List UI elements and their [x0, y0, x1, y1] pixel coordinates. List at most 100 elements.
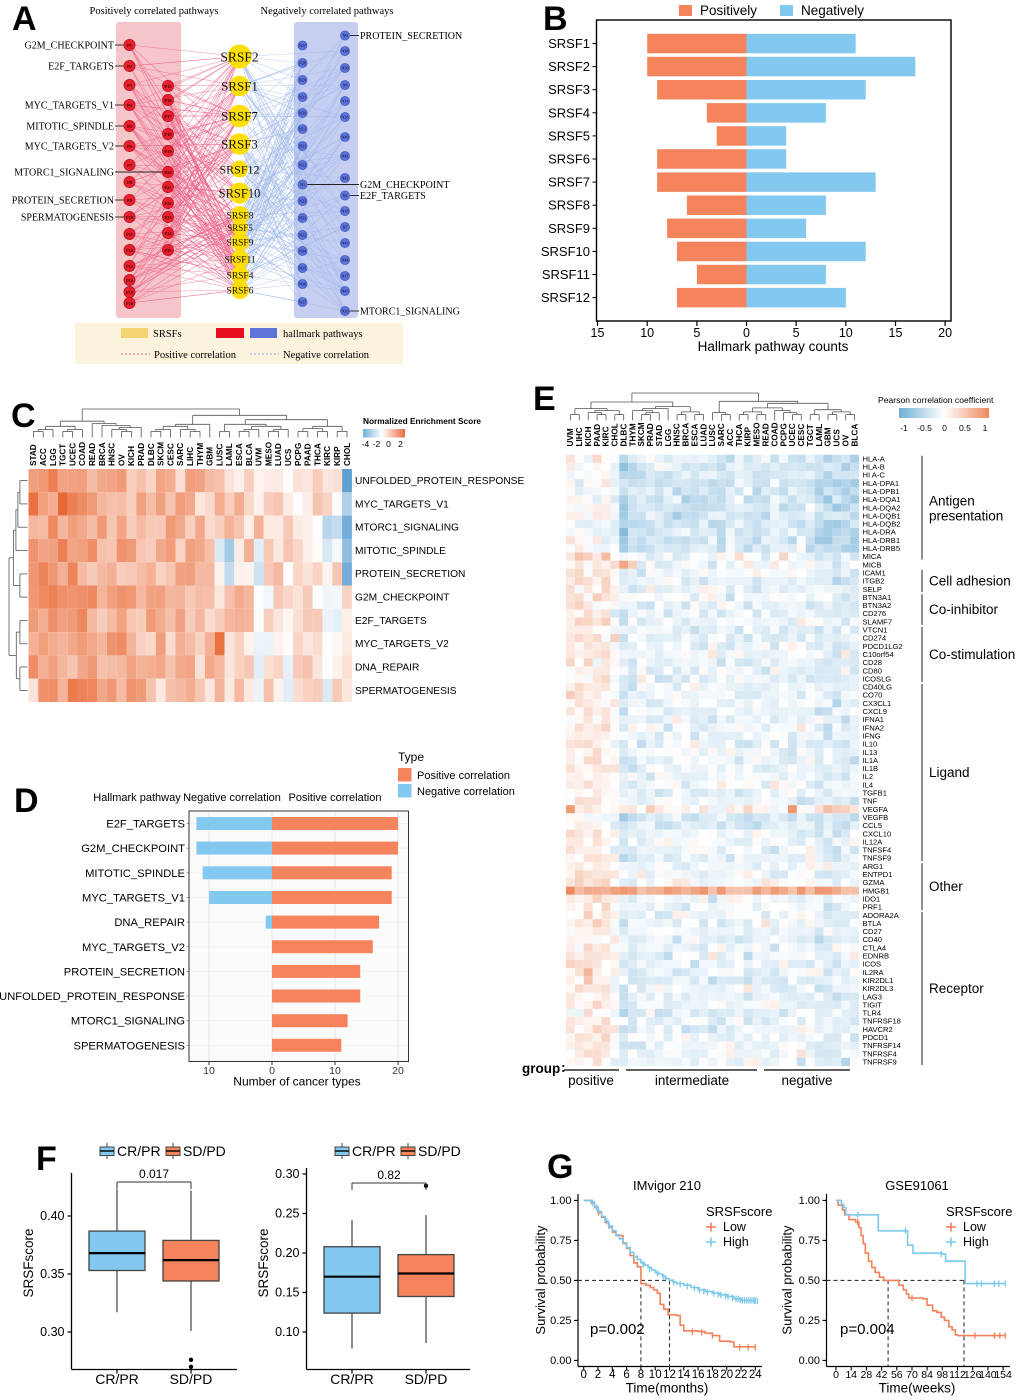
svg-text:Positively correlated pathways: Positively correlated pathways: [90, 6, 219, 17]
svg-text:CR/PR: CR/PR: [117, 1143, 161, 1159]
svg-text:UCS: UCS: [833, 429, 842, 447]
svg-text:MITOTIC_SPINDLE: MITOTIC_SPINDLE: [355, 546, 446, 557]
svg-text:HLA-DQA1: HLA-DQA1: [863, 495, 901, 504]
svg-text:PROTEIN_SECRETION: PROTEIN_SECRETION: [355, 569, 465, 580]
svg-text:BRCA: BRCA: [682, 423, 691, 447]
svg-text:P17: P17: [164, 114, 172, 119]
svg-text:TNFSF4: TNFSF4: [863, 846, 892, 855]
svg-text:10: 10: [640, 326, 654, 340]
svg-text:IMvigor 210: IMvigor 210: [633, 1178, 701, 1193]
svg-text:0.50: 0.50: [550, 1275, 571, 1287]
svg-text:G2M_CHECKPOINT: G2M_CHECKPOINT: [81, 843, 185, 855]
svg-text:0: 0: [833, 1369, 839, 1381]
svg-text:MITOTIC_SPINDLE: MITOTIC_SPINDLE: [26, 122, 114, 133]
svg-text:0.75: 0.75: [799, 1235, 820, 1247]
svg-text:112: 112: [949, 1369, 966, 1381]
svg-text:N45: N45: [341, 289, 348, 294]
svg-text:LGG: LGG: [664, 429, 673, 447]
svg-text:SRSF7: SRSF7: [548, 175, 590, 190]
svg-text:SRSF1: SRSF1: [548, 36, 590, 51]
svg-text:Negative correlation: Negative correlation: [283, 350, 370, 361]
svg-text:E2F_TARGETS: E2F_TARGETS: [106, 819, 185, 831]
svg-text:IL2: IL2: [863, 772, 874, 781]
svg-text:SRSF4: SRSF4: [227, 271, 254, 281]
svg-text:ACC: ACC: [726, 429, 735, 447]
svg-text:HLA-DQA2: HLA-DQA2: [863, 503, 901, 512]
svg-text:18: 18: [706, 1369, 719, 1381]
svg-text:MYC_TARGETS_V1: MYC_TARGETS_V1: [25, 101, 114, 112]
svg-text:Time(months): Time(months): [626, 1381, 709, 1396]
svg-text:D: D: [14, 782, 39, 820]
svg-text:2: 2: [398, 439, 403, 449]
svg-text:ENTPD1: ENTPD1: [863, 870, 893, 879]
svg-text:Pearson correlation coefficien: Pearson correlation coefficient: [878, 395, 994, 405]
svg-text:CXCL10: CXCL10: [863, 829, 892, 838]
svg-text:0.00: 0.00: [550, 1355, 571, 1367]
svg-text:ITGB2: ITGB2: [863, 577, 885, 586]
svg-text:P4: P4: [127, 103, 133, 108]
svg-text:N33: N33: [299, 216, 306, 221]
svg-text:5: 5: [693, 326, 700, 340]
svg-text:14: 14: [677, 1369, 690, 1381]
svg-text:CD80: CD80: [863, 666, 882, 675]
svg-text:Type: Type: [398, 750, 424, 764]
svg-text:LIHC: LIHC: [575, 427, 584, 446]
svg-text:0.25: 0.25: [550, 1315, 571, 1327]
svg-text:N31: N31: [299, 144, 306, 149]
svg-text:Normalized Enrichment Score: Normalized Enrichment Score: [363, 416, 481, 426]
svg-text:P3: P3: [127, 83, 133, 88]
svg-text:SPERMATOGENESIS: SPERMATOGENESIS: [355, 686, 457, 697]
svg-text:CCL5: CCL5: [863, 821, 882, 830]
svg-text:SRSF8: SRSF8: [227, 211, 254, 221]
svg-text:SRSFs: SRSFs: [153, 329, 182, 340]
svg-text:P16: P16: [126, 301, 134, 306]
svg-text:98: 98: [936, 1369, 948, 1381]
svg-text:42: 42: [876, 1369, 888, 1381]
svg-text:0.5: 0.5: [959, 423, 971, 433]
svg-text::: :: [561, 1060, 566, 1075]
svg-text:0.50: 0.50: [799, 1275, 820, 1287]
svg-text:PCPG: PCPG: [779, 423, 788, 446]
svg-text:G2M_CHECKPOINT: G2M_CHECKPOINT: [25, 41, 114, 52]
svg-text:N12: N12: [299, 127, 306, 132]
svg-text:N14: N14: [341, 99, 349, 104]
svg-text:SRSF2: SRSF2: [548, 59, 590, 74]
svg-text:SRSF9: SRSF9: [548, 221, 590, 236]
svg-text:154: 154: [994, 1369, 1012, 1381]
svg-text:SPERMATOGENESIS: SPERMATOGENESIS: [74, 1040, 186, 1052]
svg-text:PCPG: PCPG: [294, 443, 303, 466]
svg-text:LIHC: LIHC: [186, 447, 195, 466]
svg-text:P6: P6: [127, 144, 133, 149]
svg-text:E2F_TARGETS: E2F_TARGETS: [355, 616, 427, 627]
svg-text:MYC_TARGETS_V2: MYC_TARGETS_V2: [82, 942, 185, 954]
svg-text:ICAM1: ICAM1: [863, 569, 886, 578]
svg-text:P25: P25: [164, 248, 172, 253]
svg-text:N38: N38: [341, 49, 348, 54]
svg-text:N1: N1: [300, 182, 305, 187]
svg-text:1.00: 1.00: [550, 1195, 571, 1207]
svg-text:COAD: COAD: [78, 442, 87, 466]
svg-text:SPERMATOGENESIS: SPERMATOGENESIS: [21, 213, 114, 224]
svg-text:P5: P5: [127, 124, 133, 129]
svg-text:15: 15: [889, 326, 903, 340]
svg-text:STAD: STAD: [655, 425, 664, 447]
svg-text:N44: N44: [341, 258, 349, 263]
svg-text:PDCD1: PDCD1: [863, 1033, 889, 1042]
svg-text:14: 14: [845, 1369, 857, 1381]
svg-text:STAD: STAD: [29, 444, 38, 466]
svg-text:1: 1: [983, 423, 988, 433]
svg-text:READ: READ: [88, 443, 97, 466]
svg-text:Receptor: Receptor: [929, 981, 984, 996]
svg-text:N8: N8: [342, 83, 347, 88]
svg-text:ARG1: ARG1: [863, 862, 884, 871]
svg-text:SRSF4: SRSF4: [548, 105, 590, 120]
svg-text:UCEC: UCEC: [68, 443, 77, 466]
svg-text:MESO: MESO: [264, 441, 273, 466]
svg-text:HNSC: HNSC: [673, 423, 682, 446]
svg-text:0.20: 0.20: [275, 1246, 299, 1260]
svg-text:HLA-DQB1: HLA-DQB1: [863, 511, 901, 520]
svg-text:MYC_TARGETS_V2: MYC_TARGETS_V2: [355, 639, 449, 650]
svg-text:UVM: UVM: [566, 428, 575, 446]
svg-text:MICA: MICA: [863, 552, 883, 561]
svg-text:P15: P15: [126, 290, 134, 295]
